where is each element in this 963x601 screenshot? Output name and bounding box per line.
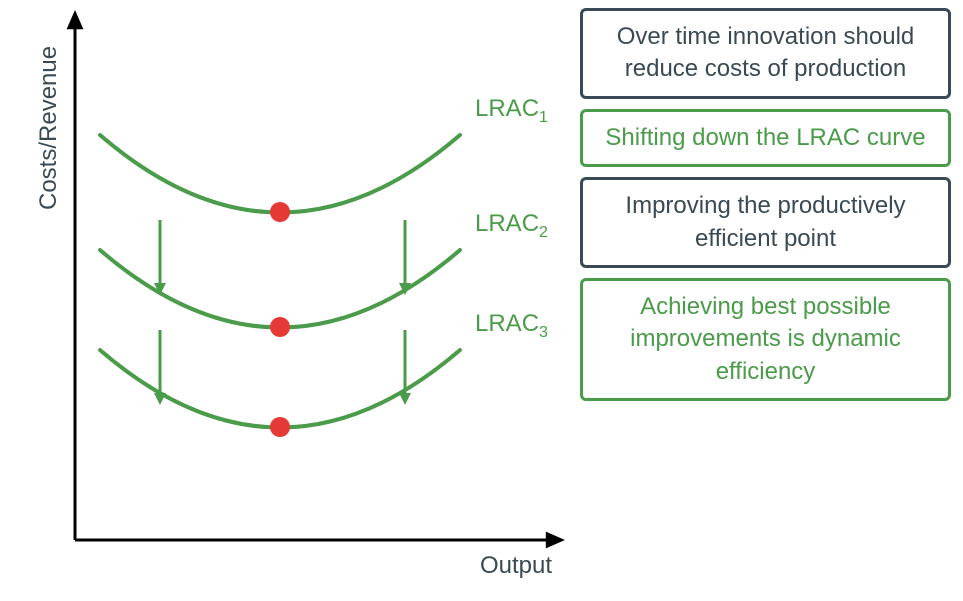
curve-label-1: LRAC1 xyxy=(475,95,548,127)
info-box-3: Improving the productively efficient poi… xyxy=(580,177,951,268)
x-axis-label: Output xyxy=(480,552,552,580)
min-point-1 xyxy=(270,202,290,222)
chart-panel: Costs/Revenue Output LRAC1 LRAC2 LRAC3 xyxy=(0,0,580,601)
curve-label-3: LRAC3 xyxy=(475,310,548,342)
lrac-curve-1 xyxy=(100,135,460,213)
info-box-4: Achieving best possible improvements is … xyxy=(580,278,951,401)
info-box-1: Over time innovation should reduce costs… xyxy=(580,8,951,99)
info-box-2: Shifting down the LRAC curve xyxy=(580,109,951,167)
shift-arrow-1 xyxy=(154,220,166,295)
info-boxes-panel: Over time innovation should reduce costs… xyxy=(580,0,963,601)
shift-arrow-2 xyxy=(399,220,411,295)
lrac-chart-svg xyxy=(0,0,580,601)
curve-label-2: LRAC2 xyxy=(475,210,548,242)
y-axis-label: Costs/Revenue xyxy=(35,46,63,210)
min-point-2 xyxy=(270,317,290,337)
shift-arrow-3 xyxy=(154,330,166,405)
min-point-3 xyxy=(270,417,290,437)
shift-arrow-4 xyxy=(399,330,411,405)
